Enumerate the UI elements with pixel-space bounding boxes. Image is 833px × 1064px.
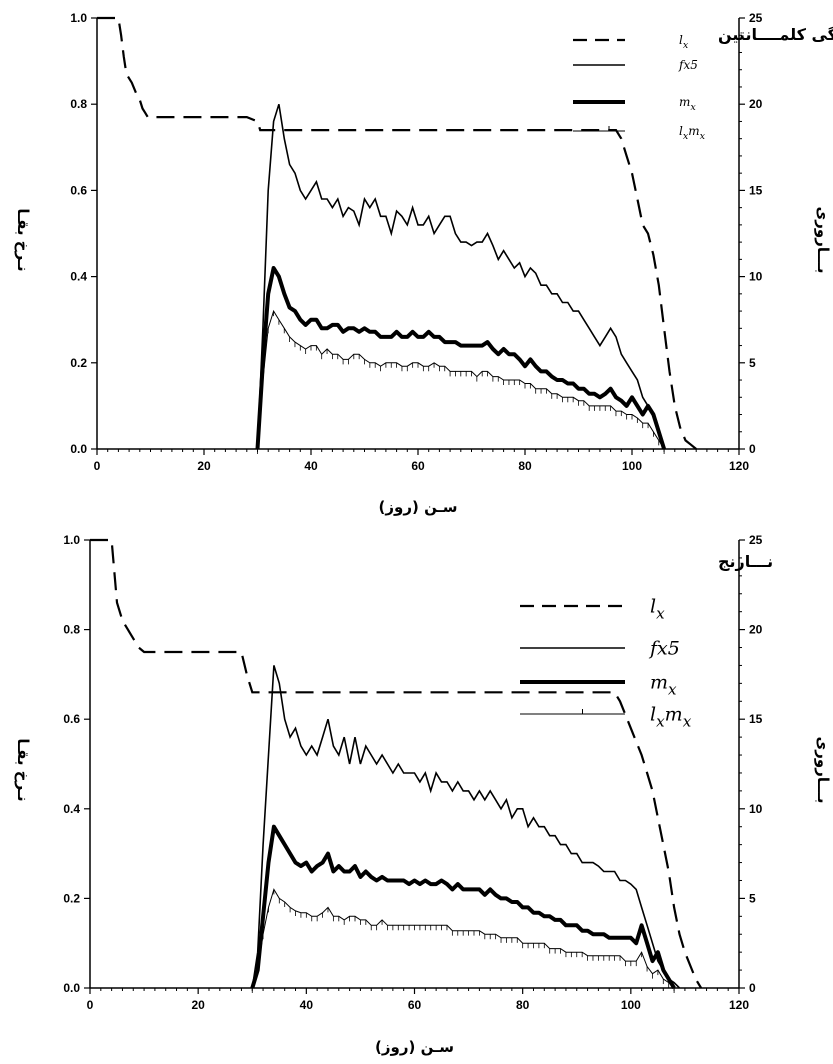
series-line-fx5 — [256, 103, 665, 450]
x-tick-label: 60 — [411, 459, 425, 473]
legend-label-sub: x — [690, 102, 696, 113]
legend-label-sub: x — [668, 680, 677, 698]
y-tick-label: 0.0 — [63, 981, 80, 995]
x-tick-label: 80 — [516, 998, 530, 1012]
legend-label-lxmx: lxmx — [679, 124, 706, 142]
legend-label-main: l — [679, 124, 683, 138]
y-tick-label: 0.8 — [70, 97, 87, 111]
legend-label-main: fx5 — [678, 58, 698, 72]
x-tick-label: 120 — [729, 459, 749, 473]
y-tick-label: 0.4 — [63, 802, 80, 816]
legend-label-sub: x — [656, 604, 665, 622]
y-tick-label: 0.6 — [63, 712, 80, 726]
legend-label-main: fx5 — [648, 638, 680, 660]
legend-label-main: m — [650, 672, 668, 694]
series-line-lx — [97, 16, 697, 450]
x-tick-label: 100 — [622, 459, 642, 473]
legend-label-fx5: fx5 — [678, 58, 698, 72]
y-tick-label: 0.2 — [70, 356, 87, 370]
series-line-mx — [250, 824, 676, 990]
legend-label-sub: x — [683, 131, 689, 142]
y2-tick-label: 25 — [749, 533, 763, 547]
chart-panel-1: 0 20 40 60 80 100 120 0.0 0.2 0.4 0.6 0.8 1.0 0 5 10 15 2… — [14, 11, 833, 516]
chart-title: نـــارنگی کلمــــانتین — [718, 25, 833, 44]
legend-label-mx: mx — [650, 672, 677, 699]
x-axis-label: سـن (روز) — [375, 1038, 454, 1056]
x-tick-label: 20 — [191, 998, 205, 1012]
legend-label-sub2: x — [683, 712, 692, 730]
legend-label-main: l — [650, 704, 656, 726]
y2-tick-label: 5 — [749, 891, 756, 905]
y2-tick-label: 20 — [749, 623, 763, 637]
series-line-fx5 — [251, 665, 681, 989]
y-tick-label: 1.0 — [70, 11, 87, 25]
y-axis-label: نـرخ بقـا — [14, 738, 32, 801]
legend-label-lxmx: lxmx — [650, 704, 692, 731]
series-line-lxmx — [257, 309, 665, 450]
y2-tick-label: 0 — [749, 981, 756, 995]
y2-tick-label: 15 — [749, 712, 763, 726]
x-tick-label: 20 — [197, 459, 211, 473]
y-tick-label: 0.2 — [63, 891, 80, 905]
y-tick-label: 1.0 — [63, 533, 80, 547]
legend-label-fx5: fx5 — [648, 638, 680, 660]
y2-tick-label: 5 — [749, 356, 756, 370]
legend-label-main2: m — [665, 704, 683, 726]
legend-label-main2: m — [688, 124, 699, 138]
y2-tick-label: 10 — [749, 270, 763, 284]
x-tick-label: 0 — [94, 459, 101, 473]
x-tick-label: 40 — [300, 998, 314, 1012]
y2-tick-label: 0 — [749, 442, 756, 456]
y-axis-label: نـرخ بقـا — [14, 208, 32, 271]
y2-tick-label: 25 — [749, 11, 763, 25]
legend-label-lx: lx — [679, 33, 689, 51]
legend-label-main: l — [679, 33, 683, 47]
y2-tick-label: 15 — [749, 183, 763, 197]
y2-tick-label: 20 — [749, 97, 763, 111]
x-tick-label: 120 — [729, 998, 749, 1012]
y-tick-label: 0.6 — [70, 183, 87, 197]
legend-label-main: m — [679, 95, 690, 109]
y2-tick-label: 10 — [749, 802, 763, 816]
y-tick-label: 0.4 — [70, 270, 87, 284]
y2-axis-label: بـــاروری — [814, 207, 832, 274]
y2-axis-label: بـــاروری — [814, 737, 832, 804]
x-tick-label: 0 — [87, 998, 94, 1012]
x-tick-label: 60 — [408, 998, 422, 1012]
x-tick-label: 80 — [518, 459, 532, 473]
y-tick-label: 0.8 — [63, 623, 80, 637]
x-tick-label: 40 — [304, 459, 318, 473]
legend-label-lx: lx — [650, 596, 665, 623]
chart-panel-2: 0 20 40 60 80 100 120 0.0 0.2 0.4 0.6 0.8 1.0 0 5 10 15 2… — [14, 533, 832, 1056]
legend-label-sub2: x — [700, 131, 706, 142]
series-line-lx — [90, 538, 703, 989]
legend-label-sub: x — [683, 40, 689, 51]
legend-label-sub: x — [656, 712, 665, 730]
x-tick-label: 100 — [621, 998, 641, 1012]
chart-title: نـــارنج — [718, 552, 773, 571]
series-line-mx — [255, 266, 667, 450]
legend-label-mx: mx — [679, 95, 696, 113]
y-tick-label: 0.0 — [70, 442, 87, 456]
x-axis-label: سـن (روز) — [379, 498, 458, 516]
legend-label-main: l — [650, 596, 656, 618]
